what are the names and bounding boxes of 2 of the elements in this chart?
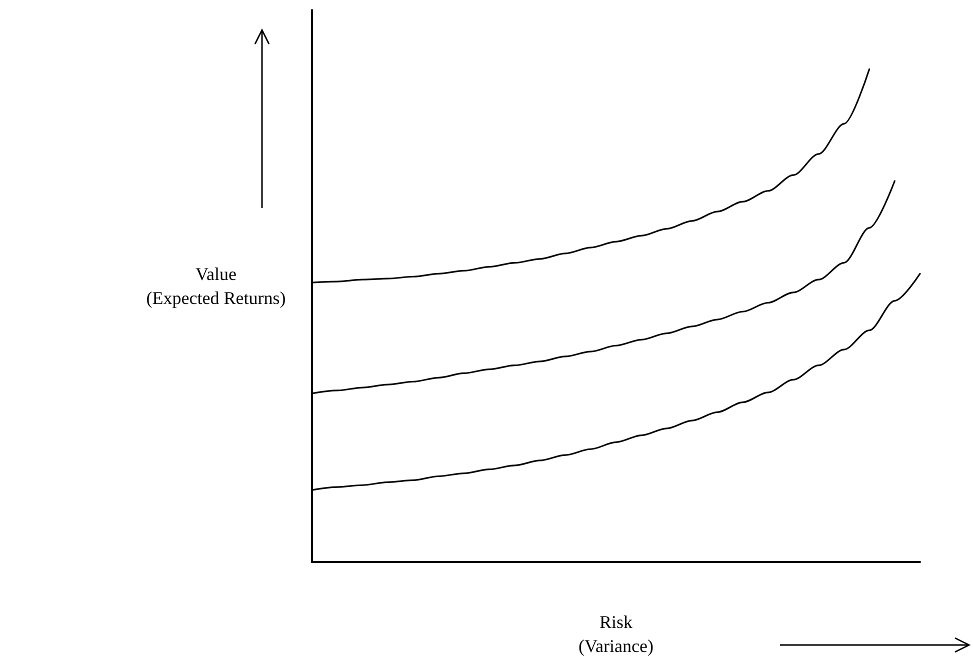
y-axis-title: Value (Expected Returns) bbox=[146, 264, 286, 308]
x-axis-title: Risk (Variance) bbox=[578, 612, 654, 656]
